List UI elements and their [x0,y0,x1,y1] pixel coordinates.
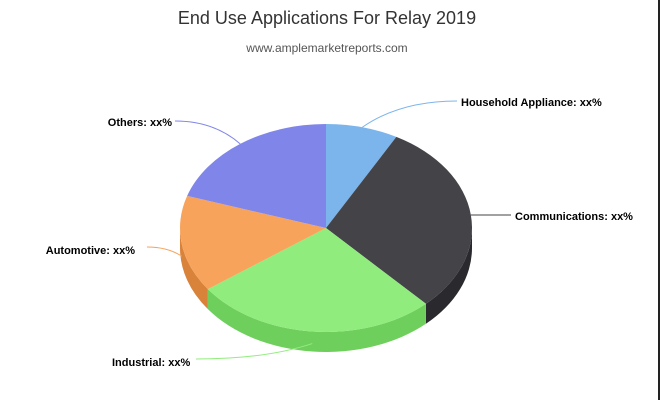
pie-slices [180,123,473,332]
slice-industrial[interactable] [207,228,426,332]
slice-automotive[interactable] [180,195,326,290]
slice-label-household-appliance: Household Appliance: xx% [461,97,602,109]
slice-household-appliance[interactable] [326,123,397,228]
frame-border [658,0,660,400]
slice-label-others: Others: xx% [108,117,172,129]
slice-others[interactable] [187,124,326,228]
slice-label-communications: Communications: xx% [515,211,633,223]
chart-title: End Use Applications For Relay 2019 [178,8,476,28]
slice-label-automotive: Automotive: xx% [46,245,135,257]
slice-label-industrial: Industrial: xx% [112,357,190,369]
slice-communications[interactable] [326,136,473,304]
chart-subtitle: www.amplemarketreports.com [245,41,407,55]
connector-industrial [195,343,313,360]
label-connectors [146,100,512,360]
connector-automotive [146,246,183,257]
connector-others [174,120,241,145]
pie-depth-layer [179,228,472,352]
slice-side-industrial [207,289,426,352]
slice-side-automotive [179,228,208,310]
connector-household-appliance [362,100,458,128]
slice-side-communications [425,228,472,324]
